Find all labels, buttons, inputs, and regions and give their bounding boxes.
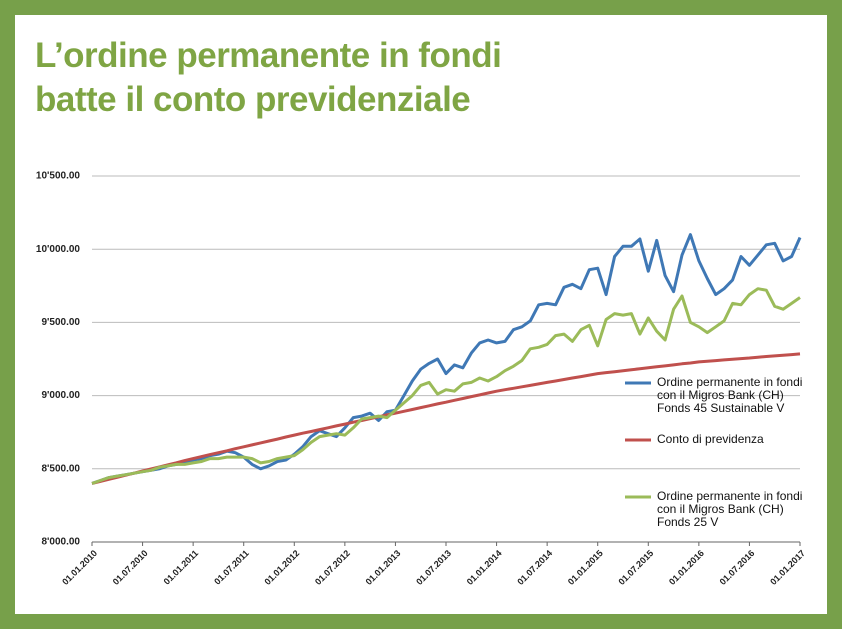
series-line <box>91 287 801 485</box>
y-tick-label: 8'500.00 <box>41 463 80 474</box>
y-tick-label: 10'000.00 <box>36 244 81 255</box>
legend-entry: Conto di previdenza <box>657 432 764 446</box>
title-line: L’ordine permanente in fondi <box>35 36 502 75</box>
legend-entry: Ordine permanente in fondi con il Migros… <box>657 375 803 415</box>
y-tick-label: 8'000.00 <box>41 537 80 548</box>
y-tick-label: 10'500.00 <box>36 171 81 182</box>
series-line <box>91 352 801 485</box>
y-tick-label: 9'000.00 <box>41 390 80 401</box>
y-tick-label: 9'500.00 <box>41 317 80 328</box>
legend-entry: Ordine permanente in fondi con il Migros… <box>657 489 803 529</box>
panel <box>15 15 827 614</box>
chart-title: L’ordine permanente in fondi batte il co… <box>35 34 502 122</box>
title-line: batte il conto previdenziale <box>35 80 471 119</box>
